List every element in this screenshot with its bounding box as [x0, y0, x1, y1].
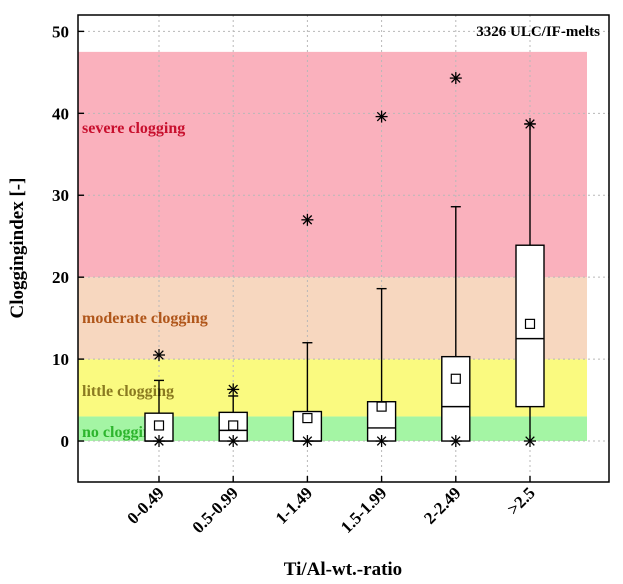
x-tick-label-5: >2.5: [504, 483, 539, 518]
extreme-marker-1-0: [227, 435, 240, 448]
zone-band-1: [78, 359, 587, 417]
extreme-marker-5-1: [524, 117, 536, 130]
mean-marker-2: [302, 412, 313, 424]
extreme-marker-0-1: [153, 349, 165, 362]
x-tick-label-0: 0-0.49: [123, 483, 167, 527]
y-tick-label-1: 10: [52, 350, 69, 369]
zone-band-2: [78, 277, 587, 360]
zone-label-0: no clogging: [82, 424, 160, 441]
extreme-marker-3-0: [375, 435, 388, 448]
mean-marker-3: [376, 401, 387, 412]
x-tick-label-4: 2-2.49: [420, 483, 464, 527]
mean-marker-5: [524, 318, 536, 329]
extreme-marker-5-0: [524, 435, 536, 448]
chart-annotation: 3326 ULC/IF-melts: [476, 24, 600, 40]
y-tick-label-0: 0: [61, 432, 70, 451]
x-tick-label-3: 1.5-1.99: [337, 483, 391, 537]
box-4: [441, 355, 471, 442]
extreme-marker-1-1: [227, 383, 240, 396]
x-tick-label-1: 0.5-0.99: [189, 483, 243, 537]
extreme-marker-0-0: [153, 435, 165, 448]
grid-layer: [78, 15, 609, 482]
y-tick-label-3: 30: [52, 186, 69, 205]
zone-label-1: little clogging: [82, 383, 174, 400]
extreme-marker-2-1: [301, 213, 314, 226]
box-2: [292, 410, 323, 442]
y-axis-title: Cloggingindex [-]: [7, 178, 28, 319]
zone-label-2: moderate clogging: [82, 310, 208, 327]
zones-layer: [78, 51, 587, 442]
y-tick-label-5: 50: [52, 22, 69, 41]
y-tick-label-4: 40: [52, 104, 69, 123]
mean-marker-4: [450, 373, 461, 384]
extreme-marker-3-1: [375, 110, 388, 123]
zone-labels-layer: no clogging little clogging moderate clogg…: [82, 120, 208, 441]
x-axis-title: Ti/Al-wt.-ratio: [284, 559, 402, 580]
x-tick-label-2: 1-1.49: [272, 483, 316, 527]
plot-frame: [77, 14, 610, 483]
mean-marker-0: [153, 420, 165, 431]
zone-band-3: [78, 51, 587, 278]
extreme-marker-4-0: [449, 435, 462, 448]
extreme-marker-2-0: [301, 435, 314, 448]
mean-marker-1: [228, 420, 239, 431]
boxes-layer: [144, 72, 545, 448]
extreme-marker-4-1: [449, 72, 462, 85]
zone-label-3: severe clogging: [82, 120, 185, 137]
y-tick-label-2: 20: [52, 268, 69, 287]
